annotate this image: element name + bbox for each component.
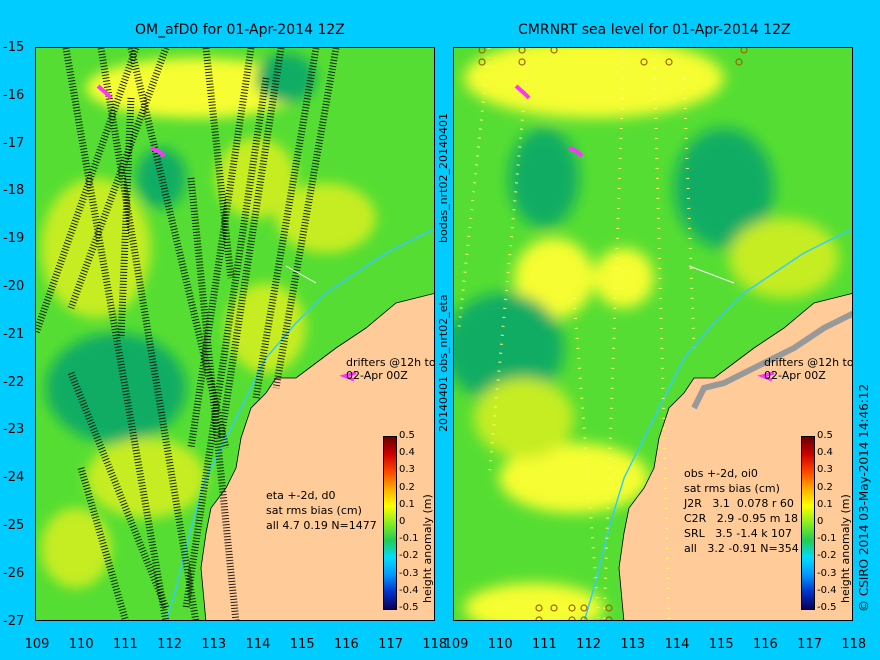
y-tick-label: -26 [3, 565, 25, 581]
stats-line: eta +-2d, d0 [266, 489, 336, 502]
y-tick-label: -16 [3, 87, 25, 103]
right-colorbar [801, 436, 815, 610]
colorbar-tick-label: 0.2 [399, 481, 415, 493]
colorbar-tick-label: 0.1 [399, 498, 415, 510]
colorbar-tick-label: -0.4 [399, 584, 419, 596]
x-tick-label: 117 [797, 637, 823, 652]
colorbar-tick-label: -0.2 [817, 550, 837, 562]
y-tick-label: -24 [3, 470, 25, 486]
stats-line: all 4.7 0.19 N=1477 [266, 519, 377, 532]
colorbar-tick-label: -0.4 [817, 584, 837, 596]
x-tick-label: 115 [289, 637, 315, 652]
left-colorbar [383, 436, 397, 610]
right-stats-annotation: obs +-2d, oi0 sat rms bias (cm) J2R 3.1 0.… [684, 466, 799, 556]
colorbar-tick-label: 0 [817, 516, 824, 527]
x-tick-label: 116 [752, 637, 778, 652]
y-tick-label: -17 [3, 135, 25, 151]
right-map-svg [454, 48, 852, 620]
y-tick-label: -21 [3, 326, 25, 342]
colorbar-tick-label: 0 [399, 516, 406, 527]
right-drifters-label: drifters @12h to 02-Apr 00Z [764, 356, 853, 382]
colorbar-tick-label: 0.3 [399, 464, 415, 476]
x-tick-label: 109 [443, 637, 469, 652]
side-label-bottom: 20140401 obs_nrt02_eta [437, 294, 450, 432]
x-tick-label: 115 [708, 637, 734, 652]
x-tick-label: 114 [245, 637, 271, 652]
y-tick-label: -20 [3, 279, 25, 294]
stats-line: all 3.2 -0.91 N=354 [684, 542, 799, 555]
colorbar-tick-label: 0.2 [817, 481, 833, 493]
y-tick-label: -15 [3, 40, 25, 55]
stats-line: sat rms bias (cm) [684, 482, 780, 495]
colorbar-tick-label: -0.3 [817, 567, 837, 579]
left-map-svg [36, 48, 434, 620]
right-colorbar-label: height anomaly (m) [839, 494, 852, 603]
left-stats-annotation: eta +-2d, d0 sat rms bias (cm) all 4.7 0.1… [266, 488, 377, 533]
colorbar-tick-label: 0.5 [399, 430, 415, 441]
colorbar-tick-label: -0.2 [399, 550, 419, 562]
copyright-label: © CSIRO 2014 03-May-2014 14:46:12 [857, 383, 871, 612]
x-tick-label: 118 [841, 637, 867, 652]
colorbar-tick-label: 0.4 [817, 447, 833, 459]
y-tick-label: -27 [3, 613, 25, 629]
x-tick-label: 113 [620, 637, 646, 652]
y-tick-label: -18 [3, 183, 25, 199]
colorbar-tick-label: 0.4 [399, 447, 415, 459]
x-tick-label: 112 [576, 637, 602, 652]
colorbar-tick-label: 0.5 [817, 430, 833, 441]
x-tick-label: 109 [24, 637, 50, 652]
x-tick-label: 116 [333, 637, 359, 652]
side-label-top: bodas_nrt02_20140401 [437, 113, 450, 243]
right-map-title: CMRNRT sea level for 01-Apr-2014 12Z [518, 22, 791, 38]
left-drifters-label: drifters @12h to 02-Apr 00Z [346, 356, 435, 382]
colorbar-tick-label: -0.1 [817, 533, 837, 545]
x-tick-label: 111 [112, 637, 138, 652]
y-tick-label: -19 [3, 231, 25, 247]
left-map-title: OM_afD0 for 01-Apr-2014 12Z [135, 22, 345, 38]
x-tick-label: 112 [157, 637, 183, 652]
colorbar-tick-label: -0.3 [399, 567, 419, 579]
right-map-panel: drifters @12h to 02-Apr 00Z obs +-2d, oi… [453, 47, 853, 621]
x-tick-label: 110 [68, 637, 94, 652]
colorbar-tick-label: -0.1 [399, 533, 419, 545]
x-tick-label: 117 [378, 637, 404, 652]
y-tick-label: -22 [3, 374, 25, 390]
x-tick-label: 114 [664, 637, 690, 652]
stats-line: J2R 3.1 0.078 r 60 [684, 497, 794, 510]
stats-line: obs +-2d, oi0 [684, 467, 758, 480]
x-tick-label: 110 [487, 637, 513, 652]
x-tick-label: 113 [201, 637, 227, 652]
colorbar-tick-label: 0.1 [817, 498, 833, 510]
x-tick-label: 111 [531, 637, 557, 652]
y-tick-label: -23 [3, 422, 25, 438]
colorbar-tick-label: -0.5 [399, 602, 419, 613]
stats-line: C2R 2.9 -0.95 m 18 [684, 512, 798, 525]
y-tick-label: -25 [3, 518, 25, 533]
colorbar-tick-label: -0.5 [817, 602, 837, 613]
colorbar-tick-label: 0.3 [817, 464, 833, 476]
stats-line: SRL 3.5 -1.4 k 107 [684, 527, 793, 540]
left-map-panel: drifters @12h to 02-Apr 00Z eta +-2d, d0… [35, 47, 435, 621]
x-tick-label: 118 [422, 637, 448, 652]
left-colorbar-label: height anomaly (m) [421, 494, 434, 603]
stats-line: sat rms bias (cm) [266, 504, 362, 517]
